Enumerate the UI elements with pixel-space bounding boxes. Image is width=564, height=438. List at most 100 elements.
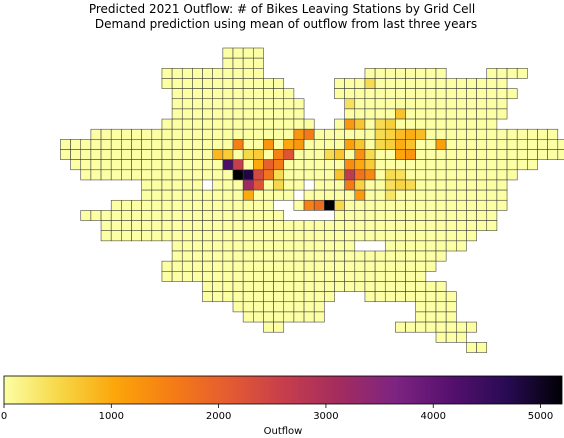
grid-cell [354,260,366,272]
grid-cell [456,179,467,191]
grid-cell [222,57,234,69]
grid-cell [110,210,122,221]
grid-cell [313,179,325,191]
grid-cell [344,210,356,221]
grid-cell [334,260,345,272]
grid-cell [425,301,437,313]
grid-cell [395,149,406,160]
grid-cell [415,78,427,89]
grid-cell [161,159,173,171]
grid-cell [384,281,396,292]
grid-cell [242,240,254,252]
grid-cell [415,291,427,303]
grid-cell [293,149,305,160]
grid-cell [364,108,376,120]
grid-cell [242,220,254,231]
grid-cell [344,88,356,100]
grid-cell [171,118,183,130]
grid-cell [405,78,416,89]
grid-cell [151,128,163,140]
grid-cell [445,220,457,231]
grid-cell [445,179,457,191]
grid-cell [496,159,508,171]
grid-cell [445,230,457,242]
grid-cell [384,230,396,242]
grid-cell [121,230,132,242]
grid-cell [415,311,427,323]
grid-cell [141,199,153,211]
grid-cell [303,260,315,272]
grid-cell [415,149,427,160]
grid-cell [232,179,244,191]
grid-cell [202,98,213,110]
grid-cell [181,189,193,201]
grid-cell [151,220,163,231]
colorbar-gradient [3,375,563,405]
grid-cell [181,139,193,150]
grid-cell [537,128,548,140]
grid-cell [344,128,356,140]
grid-cell [496,128,508,140]
grid-cell [486,98,498,110]
grid-cell [527,139,538,150]
grid-cell [425,240,437,252]
grid-cell [192,179,203,191]
grid-cell [415,169,427,181]
grid-cell [476,189,488,201]
grid-cell [395,199,406,211]
grid-cell [415,210,427,221]
grid-cell [242,139,254,150]
grid-cell [395,98,406,110]
grid-cell [202,210,213,221]
grid-cell [354,139,366,150]
grid-cell [364,220,376,231]
grid-cell [212,260,224,272]
grid-cell [100,230,112,242]
grid-cell [141,159,153,171]
grid-cell [273,159,285,171]
grid-cell [121,210,132,221]
grid-cell [364,128,376,140]
grid-cell [303,281,315,292]
grid-cell [425,291,437,303]
grid-cell [425,220,437,231]
grid-cell [232,47,244,59]
grid-cell [395,159,406,171]
grid-cell [222,149,234,160]
grid-cell [283,260,295,272]
grid-cell [242,128,254,140]
grid-cell [344,281,356,292]
grid-cell [253,210,264,221]
grid-cell [374,281,386,292]
grid-cell [232,271,244,282]
grid-cell [344,108,356,120]
grid-cell [263,311,274,323]
grid-cell [405,321,416,333]
grid-cell [476,118,488,130]
grid-cell [486,210,498,221]
grid-cell [364,189,376,201]
grid-cell [273,301,285,313]
grid-cell [212,240,224,252]
grid-cell [212,118,224,130]
grid-cell [222,118,234,130]
grid-cell [374,108,386,120]
grid-cell [232,108,244,120]
grid-cell [222,179,234,191]
grid-cell [456,230,467,242]
grid-cell [232,139,244,150]
grid-cell [263,128,274,140]
grid-cell [425,149,437,160]
grid-cell [181,68,193,79]
grid-cell [171,250,183,262]
grid-cell [384,118,396,130]
grid-cell [344,179,356,191]
grid-cell [283,179,295,191]
grid-cell [557,149,564,160]
grid-cell [435,210,447,221]
grid-cell [242,189,254,201]
grid-cell [80,169,92,181]
grid-cell [80,159,92,171]
grid-cell [273,169,285,181]
grid-cell [425,210,437,221]
